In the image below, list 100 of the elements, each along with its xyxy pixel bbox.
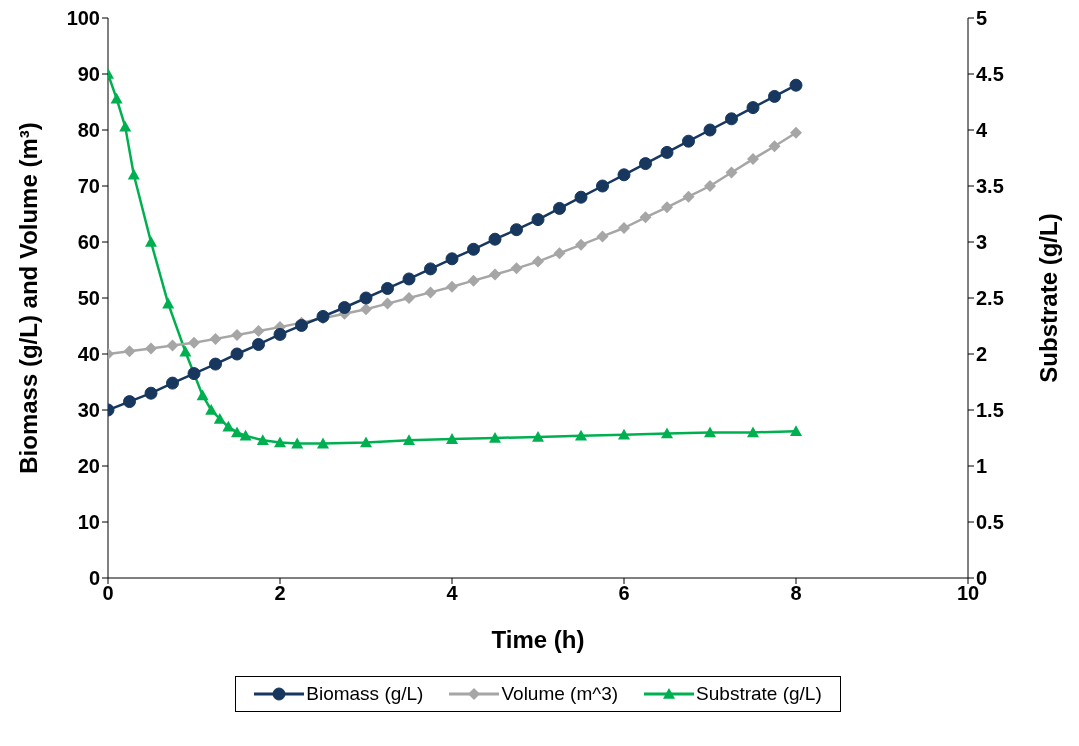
- point: [445, 252, 459, 266]
- point: [531, 213, 545, 227]
- point: [747, 426, 759, 438]
- point: [768, 140, 781, 153]
- legend-label: Volume (m^3): [501, 683, 619, 705]
- point: [746, 101, 760, 115]
- x-tick-label: 2: [274, 582, 286, 605]
- point: [596, 179, 609, 193]
- point: [704, 180, 716, 192]
- point: [553, 201, 566, 215]
- point: [768, 89, 781, 103]
- point: [660, 145, 674, 159]
- point: [145, 342, 157, 355]
- point: [209, 357, 222, 371]
- point: [467, 242, 480, 256]
- y-tick-label: 0: [88, 567, 100, 590]
- y2-tick-label: 1: [976, 455, 988, 478]
- point: [256, 434, 269, 446]
- y-tick-label: 90: [77, 63, 100, 86]
- y2-tick-label: 1.5: [976, 399, 1004, 422]
- point: [222, 420, 235, 432]
- point: [596, 230, 609, 243]
- x-tick-label: 0: [102, 582, 114, 605]
- x-tick-label: 8: [790, 582, 802, 605]
- point: [252, 325, 265, 338]
- point: [424, 286, 437, 299]
- point: [145, 236, 157, 247]
- point: [360, 436, 372, 448]
- point: [338, 301, 351, 315]
- point: [359, 291, 373, 305]
- point: [617, 168, 631, 182]
- point: [446, 433, 458, 444]
- point: [725, 112, 738, 126]
- y2-tick-label: 0.5: [976, 511, 1004, 534]
- point: [144, 386, 158, 400]
- point: [179, 345, 192, 357]
- point: [532, 430, 544, 442]
- point: [704, 426, 716, 438]
- point: [489, 432, 501, 443]
- y-tick-label: 10: [77, 511, 100, 534]
- point: [252, 337, 265, 351]
- point: [725, 166, 738, 179]
- x-tick-label: 6: [618, 582, 630, 605]
- y2-tick-label: 4.5: [976, 63, 1004, 86]
- point: [166, 339, 179, 352]
- point: [274, 436, 286, 448]
- point: [230, 347, 244, 361]
- x-axis-title: Time (h): [491, 626, 585, 653]
- point: [402, 272, 416, 286]
- y-tick-label: 80: [77, 119, 100, 142]
- point: [489, 268, 501, 281]
- point: [574, 190, 588, 204]
- point: [747, 153, 759, 166]
- point: [682, 190, 695, 203]
- y-tick-label: 50: [77, 287, 100, 310]
- point: [510, 223, 523, 237]
- point: [403, 434, 415, 446]
- y2-tick-label: 2.5: [976, 287, 1004, 310]
- point: [488, 232, 502, 246]
- y2-tick-label: 4: [976, 119, 988, 142]
- point: [446, 280, 458, 293]
- y2-axis-title: Substrate (g/L): [1034, 213, 1062, 383]
- point: [166, 376, 179, 390]
- point: [639, 157, 652, 171]
- point: [123, 345, 136, 358]
- point: [661, 427, 673, 439]
- legend-label: Substrate (g/L): [696, 683, 822, 705]
- point: [209, 332, 222, 345]
- point: [424, 262, 437, 276]
- point: [231, 328, 243, 341]
- y-tick-label: 60: [77, 231, 100, 254]
- point: [273, 327, 287, 341]
- point: [789, 78, 803, 92]
- y-tick-label: 20: [77, 455, 100, 478]
- point: [239, 429, 252, 441]
- y2-tick-label: 5: [976, 7, 988, 30]
- point: [205, 404, 218, 415]
- point: [661, 201, 673, 214]
- point: [381, 297, 394, 310]
- y-tick-label: 70: [77, 175, 100, 198]
- point: [510, 262, 523, 275]
- point: [123, 395, 136, 409]
- point: [790, 126, 802, 139]
- point: [790, 425, 802, 437]
- point: [213, 412, 226, 424]
- point: [575, 238, 587, 251]
- point: [553, 247, 566, 260]
- point: [110, 92, 123, 104]
- y-tick-label: 40: [77, 343, 100, 366]
- legend-label: Biomass (g/L): [306, 683, 424, 705]
- y2-tick-label: 2: [976, 343, 988, 366]
- point: [403, 292, 415, 304]
- point: [196, 389, 209, 401]
- y-tick-label: 30: [77, 399, 100, 422]
- point: [575, 429, 587, 441]
- point: [317, 437, 329, 449]
- y-tick-label: 100: [66, 7, 100, 30]
- point: [127, 168, 140, 180]
- point: [231, 426, 243, 438]
- point: [618, 222, 630, 234]
